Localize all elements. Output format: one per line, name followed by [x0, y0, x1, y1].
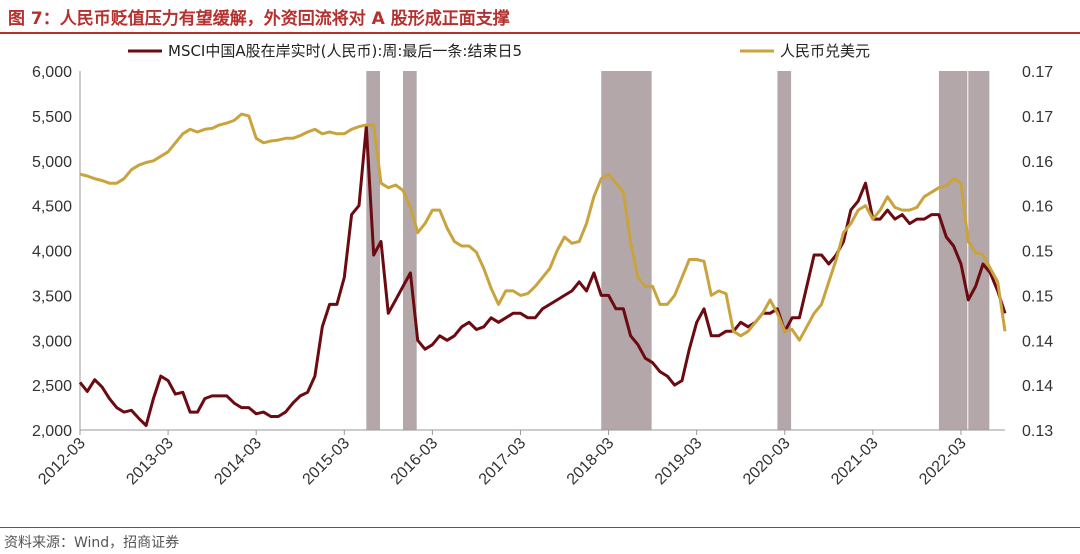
y-right-tick-label: 0.17 — [1022, 109, 1053, 126]
y-right-tick-label: 0.13 — [1022, 423, 1053, 440]
y-left-tick-label: 5,000 — [32, 154, 72, 171]
y-left-tick-label: 4,000 — [32, 244, 72, 261]
chart-area: 2,000 2,500 3,000 3,500 4,000 4,500 5,000 5,500… — [32, 42, 1053, 489]
x-tick-label: 2020-03 — [740, 435, 794, 489]
y-left-tick-label: 6,000 — [32, 64, 72, 81]
shaded-period-4 — [938, 71, 968, 430]
series-line-msci — [78, 125, 1007, 427]
series-line-cny — [79, 112, 1007, 342]
x-tick-label: 2016-03 — [388, 435, 442, 489]
figure-title: 图 7：人民币贬值压力有望缓解，外资回流将对 A 股形成正面支撑 — [8, 9, 510, 29]
legend-label-cny: 人民币兑美元 — [780, 42, 870, 60]
y-right-tick-label: 0.14 — [1022, 378, 1053, 395]
shaded-periods — [366, 71, 990, 430]
x-tick-label: 2021-03 — [828, 435, 882, 489]
footer-rule — [0, 527, 1080, 528]
y-left-tick-label: 2,000 — [32, 423, 72, 440]
shaded-period-1 — [403, 71, 417, 430]
source-note: 资料来源：Wind，招商证券 — [4, 535, 180, 551]
y-right-tick-label: 0.16 — [1022, 199, 1053, 216]
x-tick-label: 2022-03 — [916, 435, 970, 489]
x-tick-label: 2013-03 — [123, 435, 177, 489]
y-left-tick-label: 3,000 — [32, 333, 72, 350]
y-right-tick-label: 0.15 — [1022, 244, 1053, 261]
shaded-period-3 — [777, 71, 792, 430]
y-right-tick-label: 0.14 — [1022, 333, 1053, 350]
x-tick-label: 2014-03 — [211, 435, 265, 489]
y-right-tick-label: 0.16 — [1022, 154, 1053, 171]
x-tick-label: 2015-03 — [300, 435, 354, 489]
shaded-period-5 — [968, 71, 990, 430]
title-rule — [0, 32, 1080, 34]
x-tick-label: 2019-03 — [652, 435, 706, 489]
x-tick-label: 2017-03 — [476, 435, 530, 489]
legend: MSCI中国A股在岸实时(人民币):周:最后一条:结束日5 人民币兑美元 — [128, 42, 870, 60]
y-left-tick-label: 5,500 — [32, 109, 72, 126]
y-right-tick-label: 0.15 — [1022, 288, 1053, 305]
x-tick-label: 2018-03 — [564, 435, 618, 489]
y-left-tick-label: 3,500 — [32, 288, 72, 305]
y-right-tick-label: 0.17 — [1022, 64, 1053, 81]
y-left-tick-label: 2,500 — [32, 378, 72, 395]
legend-label-msci: MSCI中国A股在岸实时(人民币):周:最后一条:结束日5 — [168, 42, 522, 60]
y-left-tick-label: 4,500 — [32, 199, 72, 216]
x-tick-label: 2012-03 — [35, 435, 89, 489]
series-lines — [78, 112, 1007, 427]
shaded-period-2 — [601, 71, 652, 430]
